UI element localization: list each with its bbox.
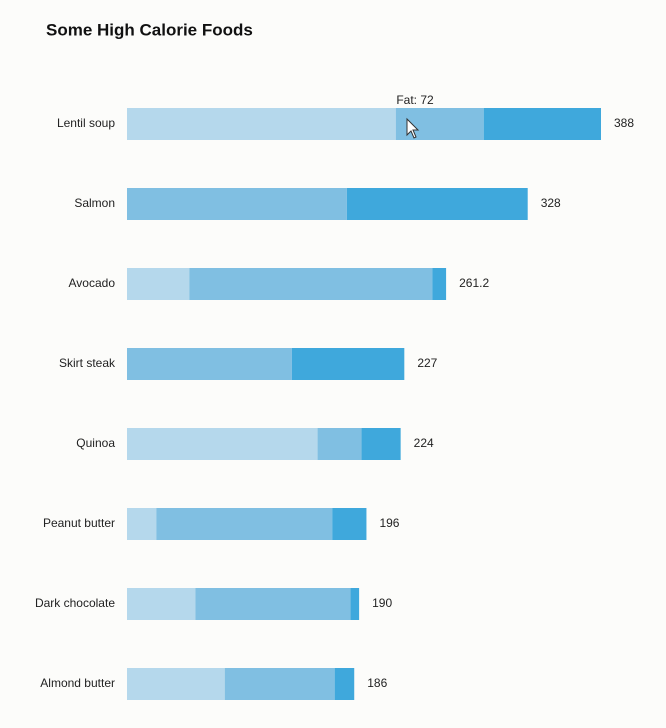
total-label: 186 (367, 676, 387, 690)
bar-segment (127, 268, 190, 300)
chart-title: Some High Calorie Foods (46, 20, 253, 39)
bar-segment (189, 268, 433, 300)
bar-segment (127, 108, 396, 140)
total-label: 388 (614, 116, 634, 130)
bar-segment (350, 588, 360, 620)
plot-area: Lentil soup 388 Salmon 328 Avocado 261.2 Skirt… (35, 108, 634, 700)
bar-segment (127, 508, 157, 540)
bar-segment (127, 668, 225, 700)
y-tick-label: Skirt steak (59, 356, 116, 370)
bar-segment (334, 668, 355, 700)
y-tick-label: Almond butter (40, 676, 115, 690)
y-tick-label: Peanut butter (43, 516, 115, 530)
tooltip: Fat: 72 (396, 93, 434, 107)
cursor (406, 117, 420, 139)
bar-segment (224, 668, 335, 700)
total-label: 190 (372, 596, 392, 610)
y-tick-label: Quinoa (76, 436, 115, 450)
bar-segment (127, 428, 318, 460)
bar-segment (432, 268, 447, 300)
bar-segment (127, 588, 196, 620)
bar-segment (346, 188, 528, 220)
y-tick-label: Avocado (69, 276, 116, 290)
bar-segment (127, 348, 292, 380)
total-label: 224 (414, 436, 434, 450)
y-tick-label: Dark chocolate (35, 596, 115, 610)
bar-segment (127, 188, 347, 220)
total-label: 328 (541, 196, 561, 210)
bar-segment (361, 428, 401, 460)
total-label: 261.2 (459, 276, 489, 290)
total-label: 227 (417, 356, 437, 370)
bar-segment (332, 508, 367, 540)
bar-segment (156, 508, 333, 540)
y-tick-label: Lentil soup (57, 116, 115, 130)
y-tick-label: Salmon (74, 196, 115, 210)
bar-segment (483, 108, 601, 140)
total-label: 196 (379, 516, 399, 530)
bar-segment (317, 428, 362, 460)
bar-segment (195, 588, 351, 620)
bar-segment (291, 348, 405, 380)
